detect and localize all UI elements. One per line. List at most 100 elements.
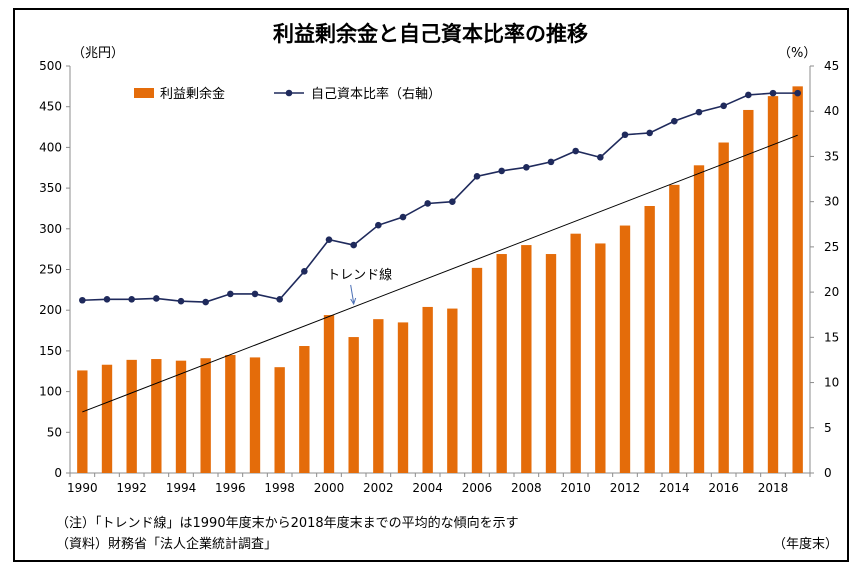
series-line-equity-ratio [82, 92, 798, 303]
left-axis-tick-label: 350 [39, 181, 62, 195]
x-axis-tick-label: 2018 [758, 481, 789, 495]
x-axis-tick-label: 2008 [511, 481, 542, 495]
left-axis-unit: （兆円） [72, 46, 125, 61]
right-axis-tick-label: 0 [824, 466, 832, 480]
x-axis-tick-label: 1994 [166, 481, 197, 495]
left-axis-tick-label: 400 [39, 140, 62, 154]
left-axis-tick-label: 300 [39, 222, 62, 236]
bar [126, 359, 137, 473]
bar [619, 225, 631, 473]
bar [545, 254, 557, 473]
left-axis-tick-label: 450 [39, 100, 62, 114]
bar [323, 315, 335, 473]
right-axis-tick-label: 20 [824, 285, 839, 299]
right-axis-tick-label: 35 [824, 149, 839, 163]
bar [521, 245, 532, 473]
left-axis-tick-label: 500 [39, 59, 62, 73]
line-point [325, 236, 333, 243]
left-axis-tick-label: 50 [47, 425, 62, 439]
x-axis-tick-label: 2014 [659, 481, 690, 495]
bar [200, 358, 211, 473]
line-point [597, 154, 604, 161]
line-point [251, 290, 259, 298]
legend-bar-label: 利益剰余金 [160, 86, 225, 102]
bar [669, 184, 680, 473]
legend-bar-swatch [134, 88, 154, 98]
line-point [103, 296, 111, 303]
bar [595, 243, 606, 473]
note-trend: （注）「トレンド線」は1990年度末から2018年度末までの平均的な傾向を示す [56, 516, 519, 531]
line-point [572, 147, 579, 155]
x-axis-unit: （年度末） [773, 537, 839, 552]
x-axis-tick-label: 2002 [363, 481, 394, 495]
bar [175, 360, 187, 473]
x-axis-tick-label: 1990 [67, 481, 98, 495]
line-point [695, 108, 703, 116]
bar [101, 364, 113, 473]
bar [447, 308, 458, 473]
line-point [646, 129, 653, 137]
chart-title: 利益剰余金と自己資本比率の推移 [273, 22, 588, 46]
x-axis-tick-label: 1996 [215, 481, 246, 495]
bar [767, 96, 779, 474]
bar [249, 357, 261, 473]
line-point [153, 295, 160, 302]
line-point [745, 91, 752, 99]
bar [422, 306, 433, 473]
bar [496, 254, 507, 473]
bar [373, 319, 384, 473]
left-axis-tick-label: 100 [39, 385, 62, 399]
bar [151, 359, 162, 473]
bar [718, 142, 729, 474]
bar [274, 367, 285, 473]
line-point [301, 268, 308, 275]
bar [225, 354, 236, 473]
right-axis-tick-label: 5 [824, 421, 832, 435]
note-source: （資料）財務省「法人企業統計調査」 [56, 537, 278, 552]
x-axis-tick-label: 2012 [610, 481, 641, 495]
line-point [128, 296, 135, 303]
x-axis-tick-label: 1992 [116, 481, 147, 495]
left-axis-tick-label: 150 [39, 344, 62, 358]
bar [471, 267, 483, 473]
line-point [671, 117, 678, 125]
right-axis-tick-label: 10 [824, 376, 839, 390]
trend-label-leader [350, 284, 355, 304]
line-point [473, 173, 481, 180]
legend-line-label: 自己資本比率（右軸） [311, 86, 441, 102]
x-axis-tick-label: 1998 [264, 481, 295, 495]
bar [570, 233, 581, 473]
line-point [79, 296, 86, 304]
line-point [498, 167, 505, 175]
right-axis-tick-label: 30 [824, 195, 839, 209]
line-point [227, 290, 234, 298]
x-axis-tick-label: 2000 [314, 481, 345, 495]
line-point [794, 89, 801, 97]
line-point [399, 213, 407, 221]
line-point [202, 298, 209, 306]
bar [397, 322, 409, 473]
bar [299, 346, 310, 473]
left-axis-tick-label: 0 [54, 466, 62, 480]
line-point [769, 89, 777, 97]
line-point [276, 296, 283, 303]
right-axis-tick-label: 15 [824, 330, 839, 344]
line-point [621, 131, 629, 139]
bar [693, 165, 705, 474]
line-point [449, 198, 456, 205]
trend-label-arrowhead [350, 297, 357, 306]
line-point [350, 241, 357, 249]
bar [644, 206, 655, 473]
legend-line-marker [285, 89, 293, 97]
right-axis-unit: （%） [778, 46, 817, 61]
bar [792, 86, 803, 473]
line-point [375, 221, 382, 229]
line-point [177, 297, 185, 305]
line-point [424, 200, 431, 207]
x-axis-tick-label: 2010 [560, 481, 591, 495]
line-point [547, 158, 555, 166]
x-axis-tick-label: 2016 [708, 481, 739, 495]
line-point [523, 163, 530, 171]
right-axis-tick-label: 40 [824, 104, 839, 118]
